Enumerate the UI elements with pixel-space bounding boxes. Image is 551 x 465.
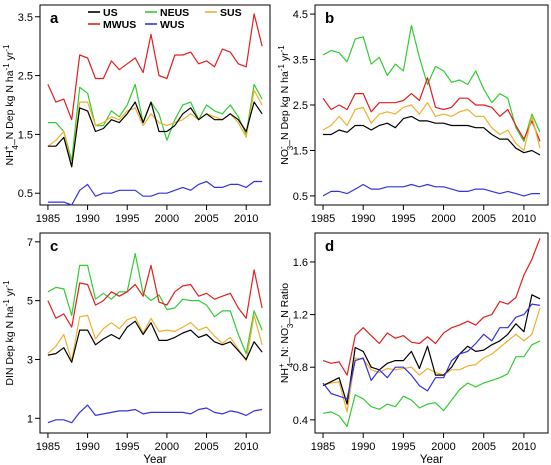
panel-b-ytick-label: 0.5 [293,191,308,203]
panel-d-letter: d [325,238,334,255]
panel-b-ytick-label: 1.5 [293,145,308,157]
panel-c-ytick-label: 3 [27,354,33,366]
panel-b-xtick-label: 2000 [431,213,455,225]
panel-c-ytick-label: 7 [27,237,33,249]
panel-c-xtick-label: 1990 [75,441,99,453]
panel-b-ytick-label: 4.5 [293,9,308,21]
panel-b-series-mwus [322,77,541,142]
panel-b-series-sus [322,102,541,152]
panel-d-xtick-label: 1990 [351,441,375,453]
panel-b: 1985 1990 1995 2000 2005 2010 0.5 1.5 2.5 3.5 4.5 b… [277,4,549,225]
panel-a-letter: a [50,10,59,27]
panel-c-xtick-label: 2000 [155,441,179,453]
panel-d-series-mwus [322,238,541,376]
panel-b-xtick-label: 2010 [512,213,536,225]
panel-c-xtick-label: 1995 [115,441,139,453]
panel-c-xtick-label: 2010 [234,441,258,453]
panel-a-ytick-label: 2.5 [18,71,33,83]
panel-b-letter: b [325,10,334,27]
panel-a-xtick-label: 1995 [115,213,139,225]
panel-a-series-us [47,101,263,168]
panel-d-series-sus [322,307,541,413]
panel-a-series-sus [47,89,263,168]
legend-label-sus: SUS [220,7,242,19]
panel-d-ytick-label: 1.2 [293,310,308,322]
panel-d-frame [314,232,549,434]
panel-a-xtick-label: 2005 [194,213,218,225]
panel-c-xtick-label: 2005 [194,441,218,453]
panel-c-ylabel: DIN Dep kg N ha-1 yr-1 [2,280,17,386]
panel-a-xtick-label: 2000 [155,213,179,225]
panel-d-series-neus [322,340,541,427]
panel-c-xtick-label: 1985 [36,441,60,453]
panel-c-letter: c [50,238,58,255]
panel-a-xtick-label: 1990 [75,213,99,225]
panel-b-series-wus [322,183,540,197]
panel-a-xtick-label: 2010 [234,213,258,225]
panel-d-xtick-label: 1985 [311,441,335,453]
panel-d-ylabel: NH+4_N: NO-3_N Ratio [277,283,295,383]
legend-label-mwus: MWUS [103,19,136,31]
legend: US NEUS SUS MWUS WUS [88,7,242,31]
panel-d-series-wus [322,303,541,400]
panel-c-ytick-label: 1 [27,413,33,425]
panel-c-series-us [47,320,263,363]
panel-d-series-us [322,294,541,405]
legend-label-us: US [103,7,118,19]
panel-c-frame [39,232,271,434]
panel-c-series-mwus [47,264,263,328]
panel-b-ylabel: NO-3_N Dep kg N ha-1 yr-1 [277,45,295,165]
panel-d-xtick-label: 2010 [512,441,536,453]
panel-a-series-neus [47,83,263,162]
panel-d-ytick-label: 1.6 [293,257,308,269]
panel-a: 1985 1990 1995 2000 2005 2010 0.5 1.5 2.5 3.5 a NH+… [2,4,271,225]
panel-c-series-neus [47,253,263,355]
legend-label-wus: WUS [160,19,185,31]
panel-d-xtick-label: 2005 [471,441,495,453]
panel-d-xlabel: Year [420,454,443,465]
panel-d-ytick-label: 0.4 [293,415,308,427]
panel-d: 1985 1990 1995 2000 2005 2010 0.4 0.8 1.2 1.6 d NH+… [277,232,549,465]
panel-a-ytick-label: 1.5 [18,129,33,141]
panel-d-ytick-label: 0.8 [293,362,308,374]
panel-d-xtick-label: 1995 [391,441,415,453]
panel-a-series-mwus [47,13,263,121]
panel-b-series-neus [322,24,541,142]
panel-b-ytick-label: 3.5 [293,55,308,67]
panel-a-ytick-label: 0.5 [18,188,33,200]
panel-a-frame [39,4,271,206]
panel-b-series-us [323,115,541,156]
panel-c-series-wus [47,404,263,424]
panel-d-xtick-label: 2000 [431,441,455,453]
panel-a-ytick-label: 3.5 [18,12,33,24]
panel-c-series-sus [47,314,263,362]
panel-b-xtick-label: 1995 [391,213,415,225]
panel-a-xtick-label: 1985 [36,213,60,225]
panel-a-series-wus [47,180,263,206]
panel-a-ylabel: NH+4_N Dep kg N ha-1 yr-1 [2,44,20,165]
panel-b-xtick-label: 1990 [351,213,375,225]
legend-label-neus: NEUS [160,7,189,19]
panel-c-xlabel: Year [143,454,166,465]
panel-b-xtick-label: 2005 [471,213,495,225]
panel-b-ytick-label: 2.5 [293,100,308,112]
panel-b-xtick-label: 1985 [311,213,335,225]
panel-c-ytick-label: 5 [27,296,33,308]
panel-c: 1985 1990 1995 2000 2005 2010 1 3 5 7 c DIN Dep kg … [2,232,271,465]
